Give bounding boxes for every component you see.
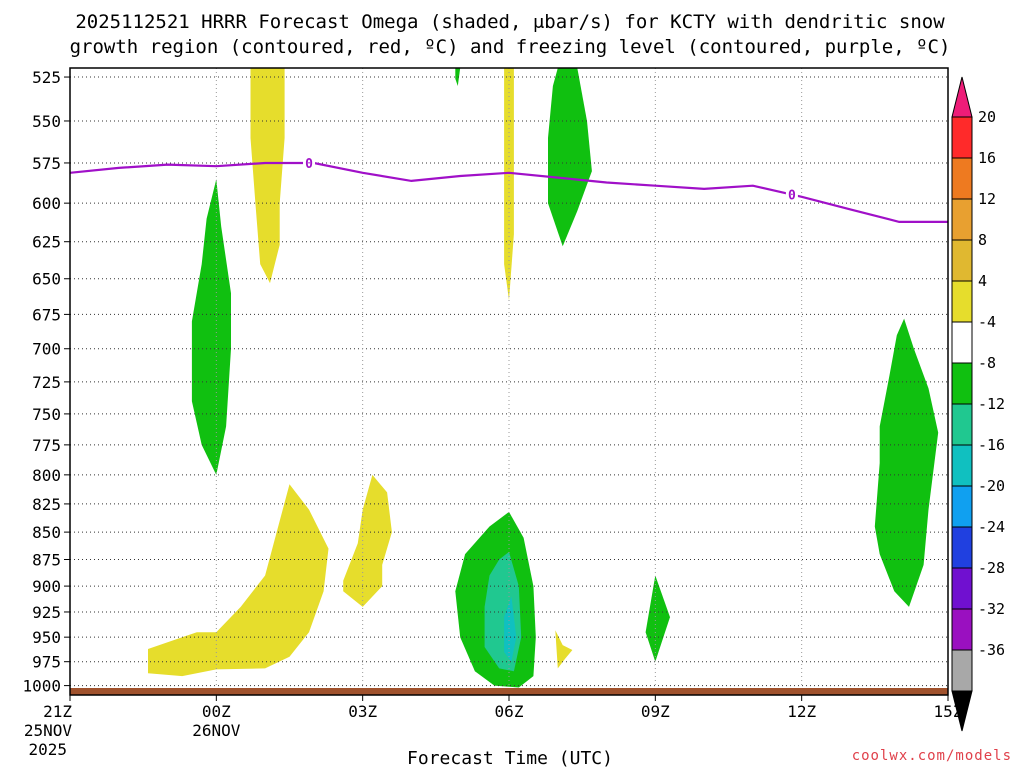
y-tick-label-925: 925 <box>32 603 61 622</box>
colorbar-bottom-arrow <box>951 690 973 732</box>
colorbar-label-0: 20 <box>978 108 996 126</box>
colorbar-segment-11 <box>951 567 973 610</box>
x-axis-label: Forecast Time (UTC) <box>407 748 613 768</box>
chart-title-line2: growth region (contoured, red, ºC) and f… <box>70 36 951 58</box>
freezing-level-contour: 00 <box>69 154 948 223</box>
colorbar-label-8: -16 <box>978 436 1005 454</box>
x-tick-date-00Z: 26NOV <box>192 721 241 740</box>
colorbar-segment-6 <box>951 362 973 405</box>
y-tick-label-850: 850 <box>32 523 61 542</box>
y-tick-label-975: 975 <box>32 653 61 672</box>
colorbar-segment-0 <box>951 116 973 159</box>
omega-region-5 <box>191 179 231 475</box>
y-axis-ticks: 525 550 575 600 625 650 675 700 725 750 775 800 825 8… <box>22 68 70 696</box>
y-tick-label-600: 600 <box>32 194 61 213</box>
y-tick-label-1000: 1000 <box>22 677 61 696</box>
omega-region-9 <box>645 575 670 662</box>
chart-title-line1: 2025112521 HRRR Forecast Omega (shaded, … <box>75 11 945 33</box>
y-tick-label-750: 750 <box>32 405 61 424</box>
y-tick-label-725: 725 <box>32 373 61 392</box>
y-tick-label-900: 900 <box>32 577 61 596</box>
y-tick-label-550: 550 <box>32 112 61 131</box>
x-tick-label-12Z: 12Z <box>787 702 816 721</box>
omega-region-6 <box>548 68 592 247</box>
freezing-level-line <box>69 161 948 223</box>
colorbar: 20 16 12 8 4 -4 -8 -12 -16 -20 -24 -28 -32 -36 <box>951 76 1005 732</box>
x-tick-label-03Z: 03Z <box>348 702 377 721</box>
x-tick-label-00Z: 00Z <box>202 702 231 721</box>
colorbar-segment-9 <box>951 485 973 528</box>
freezing-level-label-1: 0 <box>788 189 796 204</box>
freezing-label-bg-0 <box>303 154 316 171</box>
colorbar-segment-3 <box>951 239 973 282</box>
colorbar-label-1: 16 <box>978 149 996 167</box>
colorbar-segment-5 <box>951 321 973 364</box>
colorbar-segment-10 <box>951 526 973 569</box>
colorbar-top-arrow <box>951 76 973 118</box>
colorbar-label-10: -24 <box>978 518 1005 536</box>
omega-region-2 <box>250 68 285 284</box>
colorbar-label-13: -36 <box>978 641 1005 659</box>
freezing-label-bg-1 <box>785 186 798 203</box>
x-tick-label-09Z: 09Z <box>641 702 670 721</box>
omega-region-10 <box>874 318 939 607</box>
y-tick-label-575: 575 <box>32 154 61 173</box>
freezing-level-label-0: 0 <box>305 157 313 172</box>
colorbar-segment-1 <box>951 157 973 200</box>
y-tick-label-800: 800 <box>32 466 61 485</box>
x-tick-date-21Z: 25NOV <box>24 721 73 740</box>
y-tick-label-525: 525 <box>32 68 61 87</box>
x-tick-year-21Z: 2025 <box>28 740 67 759</box>
colorbar-label-5: -4 <box>978 313 996 331</box>
credit-text: coolwx.com/models <box>852 748 1012 764</box>
omega-region-0 <box>148 484 329 677</box>
x-tick-label-21Z: 21Z <box>43 702 72 721</box>
colorbar-label-11: -28 <box>978 559 1005 577</box>
omega-region-4 <box>555 630 573 669</box>
colorbar-segment-12 <box>951 608 973 651</box>
colorbar-label-6: -8 <box>978 354 996 372</box>
colorbar-label-9: -20 <box>978 477 1005 495</box>
omega-region-7 <box>455 68 461 86</box>
terrain-strip <box>70 688 948 695</box>
colorbar-segment-4 <box>951 280 973 323</box>
y-tick-label-625: 625 <box>32 233 61 252</box>
y-tick-label-700: 700 <box>32 340 61 359</box>
y-tick-label-875: 875 <box>32 550 61 569</box>
omega-region-12 <box>504 596 517 662</box>
y-tick-label-650: 650 <box>32 270 61 289</box>
omega-region-1 <box>343 474 392 607</box>
colorbar-label-7: -12 <box>978 395 1005 413</box>
colorbar-label-3: 8 <box>978 231 987 249</box>
colorbar-label-12: -32 <box>978 600 1005 618</box>
colorbar-segment-2 <box>951 198 973 241</box>
omega-shaded-regions <box>148 68 939 688</box>
y-tick-label-775: 775 <box>32 436 61 455</box>
colorbar-segment-8 <box>951 444 973 487</box>
colorbar-segment-13 <box>951 649 973 692</box>
colorbar-label-4: 4 <box>978 272 987 290</box>
y-tick-label-825: 825 <box>32 495 61 514</box>
x-tick-label-06Z: 06Z <box>495 702 524 721</box>
y-tick-label-950: 950 <box>32 628 61 647</box>
colorbar-segment-7 <box>951 403 973 446</box>
y-tick-label-675: 675 <box>32 305 61 324</box>
colorbar-label-2: 12 <box>978 190 996 208</box>
